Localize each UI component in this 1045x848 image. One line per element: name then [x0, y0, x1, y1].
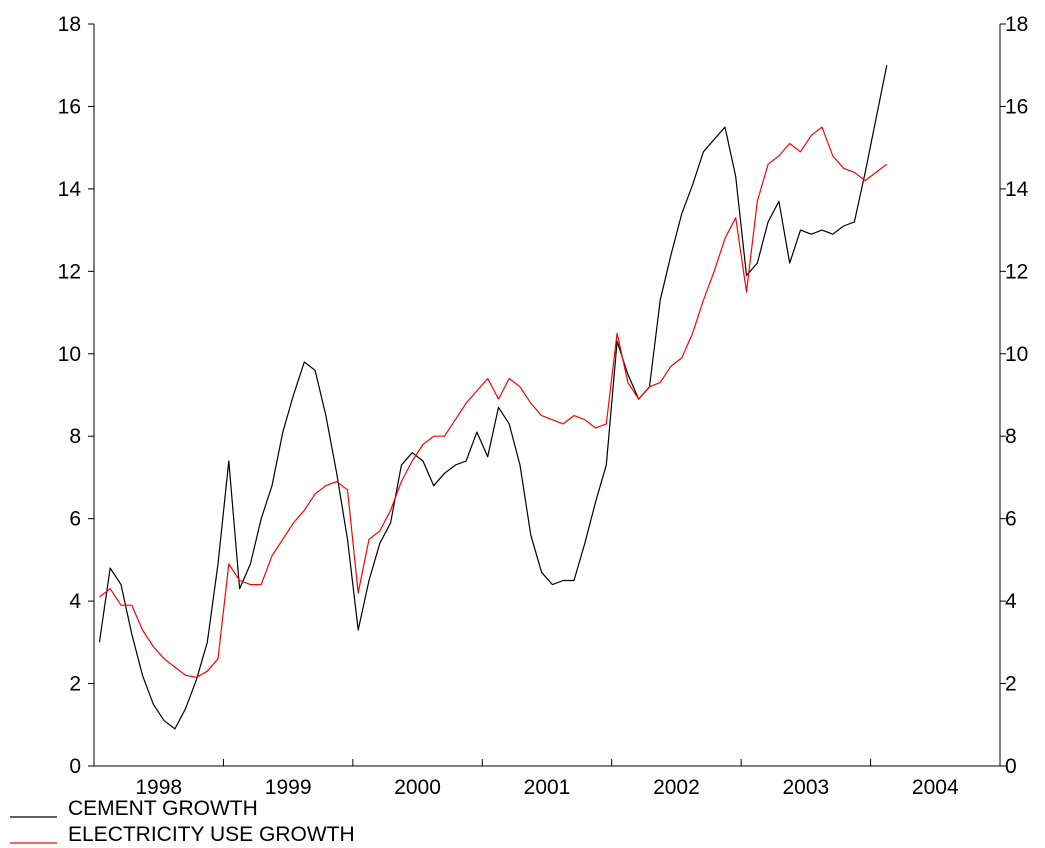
y-ticks: 0 0 2 2 4 4 6 6 8 8 10 10 12 12 14 14 16 16 18 18 [58, 13, 1029, 778]
y-tick-label-right: 0 [1005, 755, 1017, 778]
x-tick-label: 2004 [912, 776, 959, 799]
x-tick-label: 1998 [135, 776, 182, 799]
x-ticks: 1998 1999 2000 2001 2002 2003 2004 [93, 759, 1001, 799]
y-tick-label-left: 16 [58, 95, 81, 118]
axes [93, 24, 1001, 767]
y-tick-label-right: 6 [1005, 508, 1017, 531]
series-line-cement-growth [98, 65, 888, 730]
y-tick-label-left: 10 [58, 343, 81, 366]
x-tick-label: 2000 [394, 776, 441, 799]
y-tick-label-right: 8 [1005, 425, 1017, 448]
y-tick-label-left: 14 [58, 178, 82, 201]
y-tick-label-right: 10 [1005, 343, 1028, 366]
y-tick-label-left: 6 [69, 508, 81, 531]
series-lines [98, 65, 888, 730]
y-tick-label-left: 4 [69, 590, 81, 613]
legend-label: CEMENT GROWTH [68, 797, 258, 820]
x-tick-label: 2003 [782, 776, 829, 799]
y-tick-label-right: 14 [1005, 178, 1029, 201]
y-tick-label-left: 0 [69, 755, 81, 778]
x-tick-label: 2002 [653, 776, 700, 799]
y-tick-label-left: 2 [69, 673, 81, 696]
y-tick-label-left: 8 [69, 425, 81, 448]
legend-label: ELECTRICITY USE GROWTH [68, 823, 355, 846]
y-tick-label-right: 4 [1005, 590, 1017, 613]
y-tick-label-left: 18 [58, 13, 81, 36]
legend: CEMENT GROWTH ELECTRICITY USE GROWTH [10, 797, 355, 846]
y-tick-label-right: 12 [1005, 260, 1028, 283]
y-tick-label-right: 2 [1005, 673, 1017, 696]
y-tick-label-right: 18 [1005, 13, 1028, 36]
y-tick-label-right: 16 [1005, 95, 1028, 118]
series-line-electricity-use-growth [99, 126, 888, 679]
x-tick-label: 2001 [524, 776, 571, 799]
x-tick-label: 1999 [265, 776, 312, 799]
y-tick-label-left: 12 [58, 260, 81, 283]
